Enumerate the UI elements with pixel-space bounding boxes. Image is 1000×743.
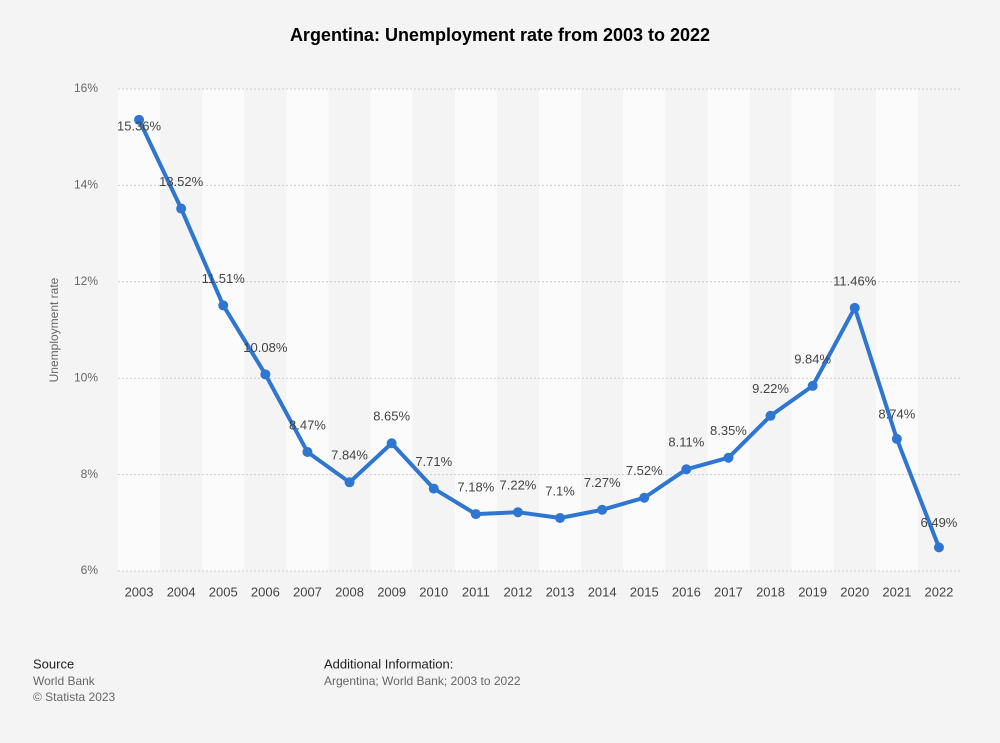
data-label: 10.08% <box>243 340 288 355</box>
point <box>555 512 566 523</box>
bands <box>118 89 918 571</box>
x-tick-label: 2006 <box>251 584 280 599</box>
point <box>891 433 902 444</box>
band <box>875 89 918 571</box>
data-label: 7.27% <box>584 475 621 490</box>
x-tick-label: 2016 <box>672 584 701 599</box>
data-label: 9.22% <box>752 381 789 396</box>
y-tick-label: 10% <box>74 370 98 384</box>
x-tick-label: 2003 <box>125 584 154 599</box>
x-tick-label: 2009 <box>377 584 406 599</box>
data-label: 8.47% <box>289 417 326 432</box>
x-tick-label: 2012 <box>503 584 532 599</box>
x-tick-label: 2013 <box>546 584 575 599</box>
band <box>539 89 582 571</box>
x-tick-label: 2020 <box>840 584 869 599</box>
point <box>344 477 355 488</box>
point <box>639 492 650 503</box>
point <box>512 507 523 518</box>
y-tick-label: 6% <box>81 563 99 577</box>
x-tick-label: 2019 <box>798 584 827 599</box>
data-label: 15.36% <box>117 118 162 133</box>
band <box>791 89 834 571</box>
x-tick-label: 2015 <box>630 584 659 599</box>
band <box>707 89 750 571</box>
point <box>428 483 439 494</box>
y-tick-label: 8% <box>81 467 99 481</box>
data-label: 7.52% <box>626 463 663 478</box>
x-tick-label: 2021 <box>882 584 911 599</box>
point <box>849 302 860 313</box>
x-tick-label: 2011 <box>462 584 490 599</box>
data-label: 11.46% <box>833 273 877 288</box>
point <box>470 509 481 520</box>
info: Argentina; World Bank; 2003 to 2022 <box>324 674 521 688</box>
data-label: 8.35% <box>710 423 747 438</box>
data-label: 7.1% <box>545 483 575 498</box>
point <box>260 369 271 380</box>
x-tick-label: 2018 <box>756 584 785 599</box>
source-title: Source <box>33 656 74 671</box>
point <box>218 300 229 311</box>
data-label: 7.18% <box>457 480 494 495</box>
point <box>807 380 818 391</box>
band <box>118 89 161 571</box>
line <box>137 118 941 549</box>
band <box>454 89 497 571</box>
point <box>386 438 397 449</box>
y-axis-label: Unemployment rate <box>47 277 61 382</box>
data-label: 8.65% <box>373 409 410 424</box>
data-label: 7.71% <box>415 454 452 469</box>
point <box>176 203 187 214</box>
point <box>597 504 608 515</box>
data-label: 7.84% <box>331 448 368 463</box>
y-tick-label: 14% <box>74 178 98 192</box>
data-label: 8.74% <box>878 406 915 421</box>
source: World Bank <box>33 674 96 688</box>
point <box>765 410 776 421</box>
data-label: 11.51% <box>202 271 246 286</box>
x-tick-label: 2007 <box>293 584 322 599</box>
data-label: 8.11% <box>668 435 704 450</box>
x-tick-label: 2022 <box>924 584 953 599</box>
point <box>681 464 692 475</box>
y-tick-label: 16% <box>74 81 98 95</box>
data-label: 13.52% <box>159 174 204 189</box>
point <box>933 542 944 553</box>
data-label: 7.22% <box>500 478 537 493</box>
point <box>723 452 734 463</box>
y-tick-label: 12% <box>74 274 98 288</box>
x-tick-label: 2010 <box>419 584 448 599</box>
info-title: Additional Information: <box>324 656 453 671</box>
band <box>286 89 329 571</box>
x-tick-label: 2004 <box>167 584 196 599</box>
band <box>370 89 413 571</box>
x-tick-label: 2017 <box>714 584 743 599</box>
chart-title: Argentina: Unemployment rate from 2003 t… <box>290 25 710 45</box>
point <box>134 114 145 125</box>
x-tick-label: 2014 <box>588 584 617 599</box>
data-label: 6.49% <box>921 515 958 530</box>
x-tick-label: 2005 <box>209 584 238 599</box>
data-label: 9.84% <box>794 351 831 366</box>
point <box>302 446 313 457</box>
x-tick-label: 2008 <box>335 584 364 599</box>
copyright: © Statista 2023 <box>33 690 116 704</box>
